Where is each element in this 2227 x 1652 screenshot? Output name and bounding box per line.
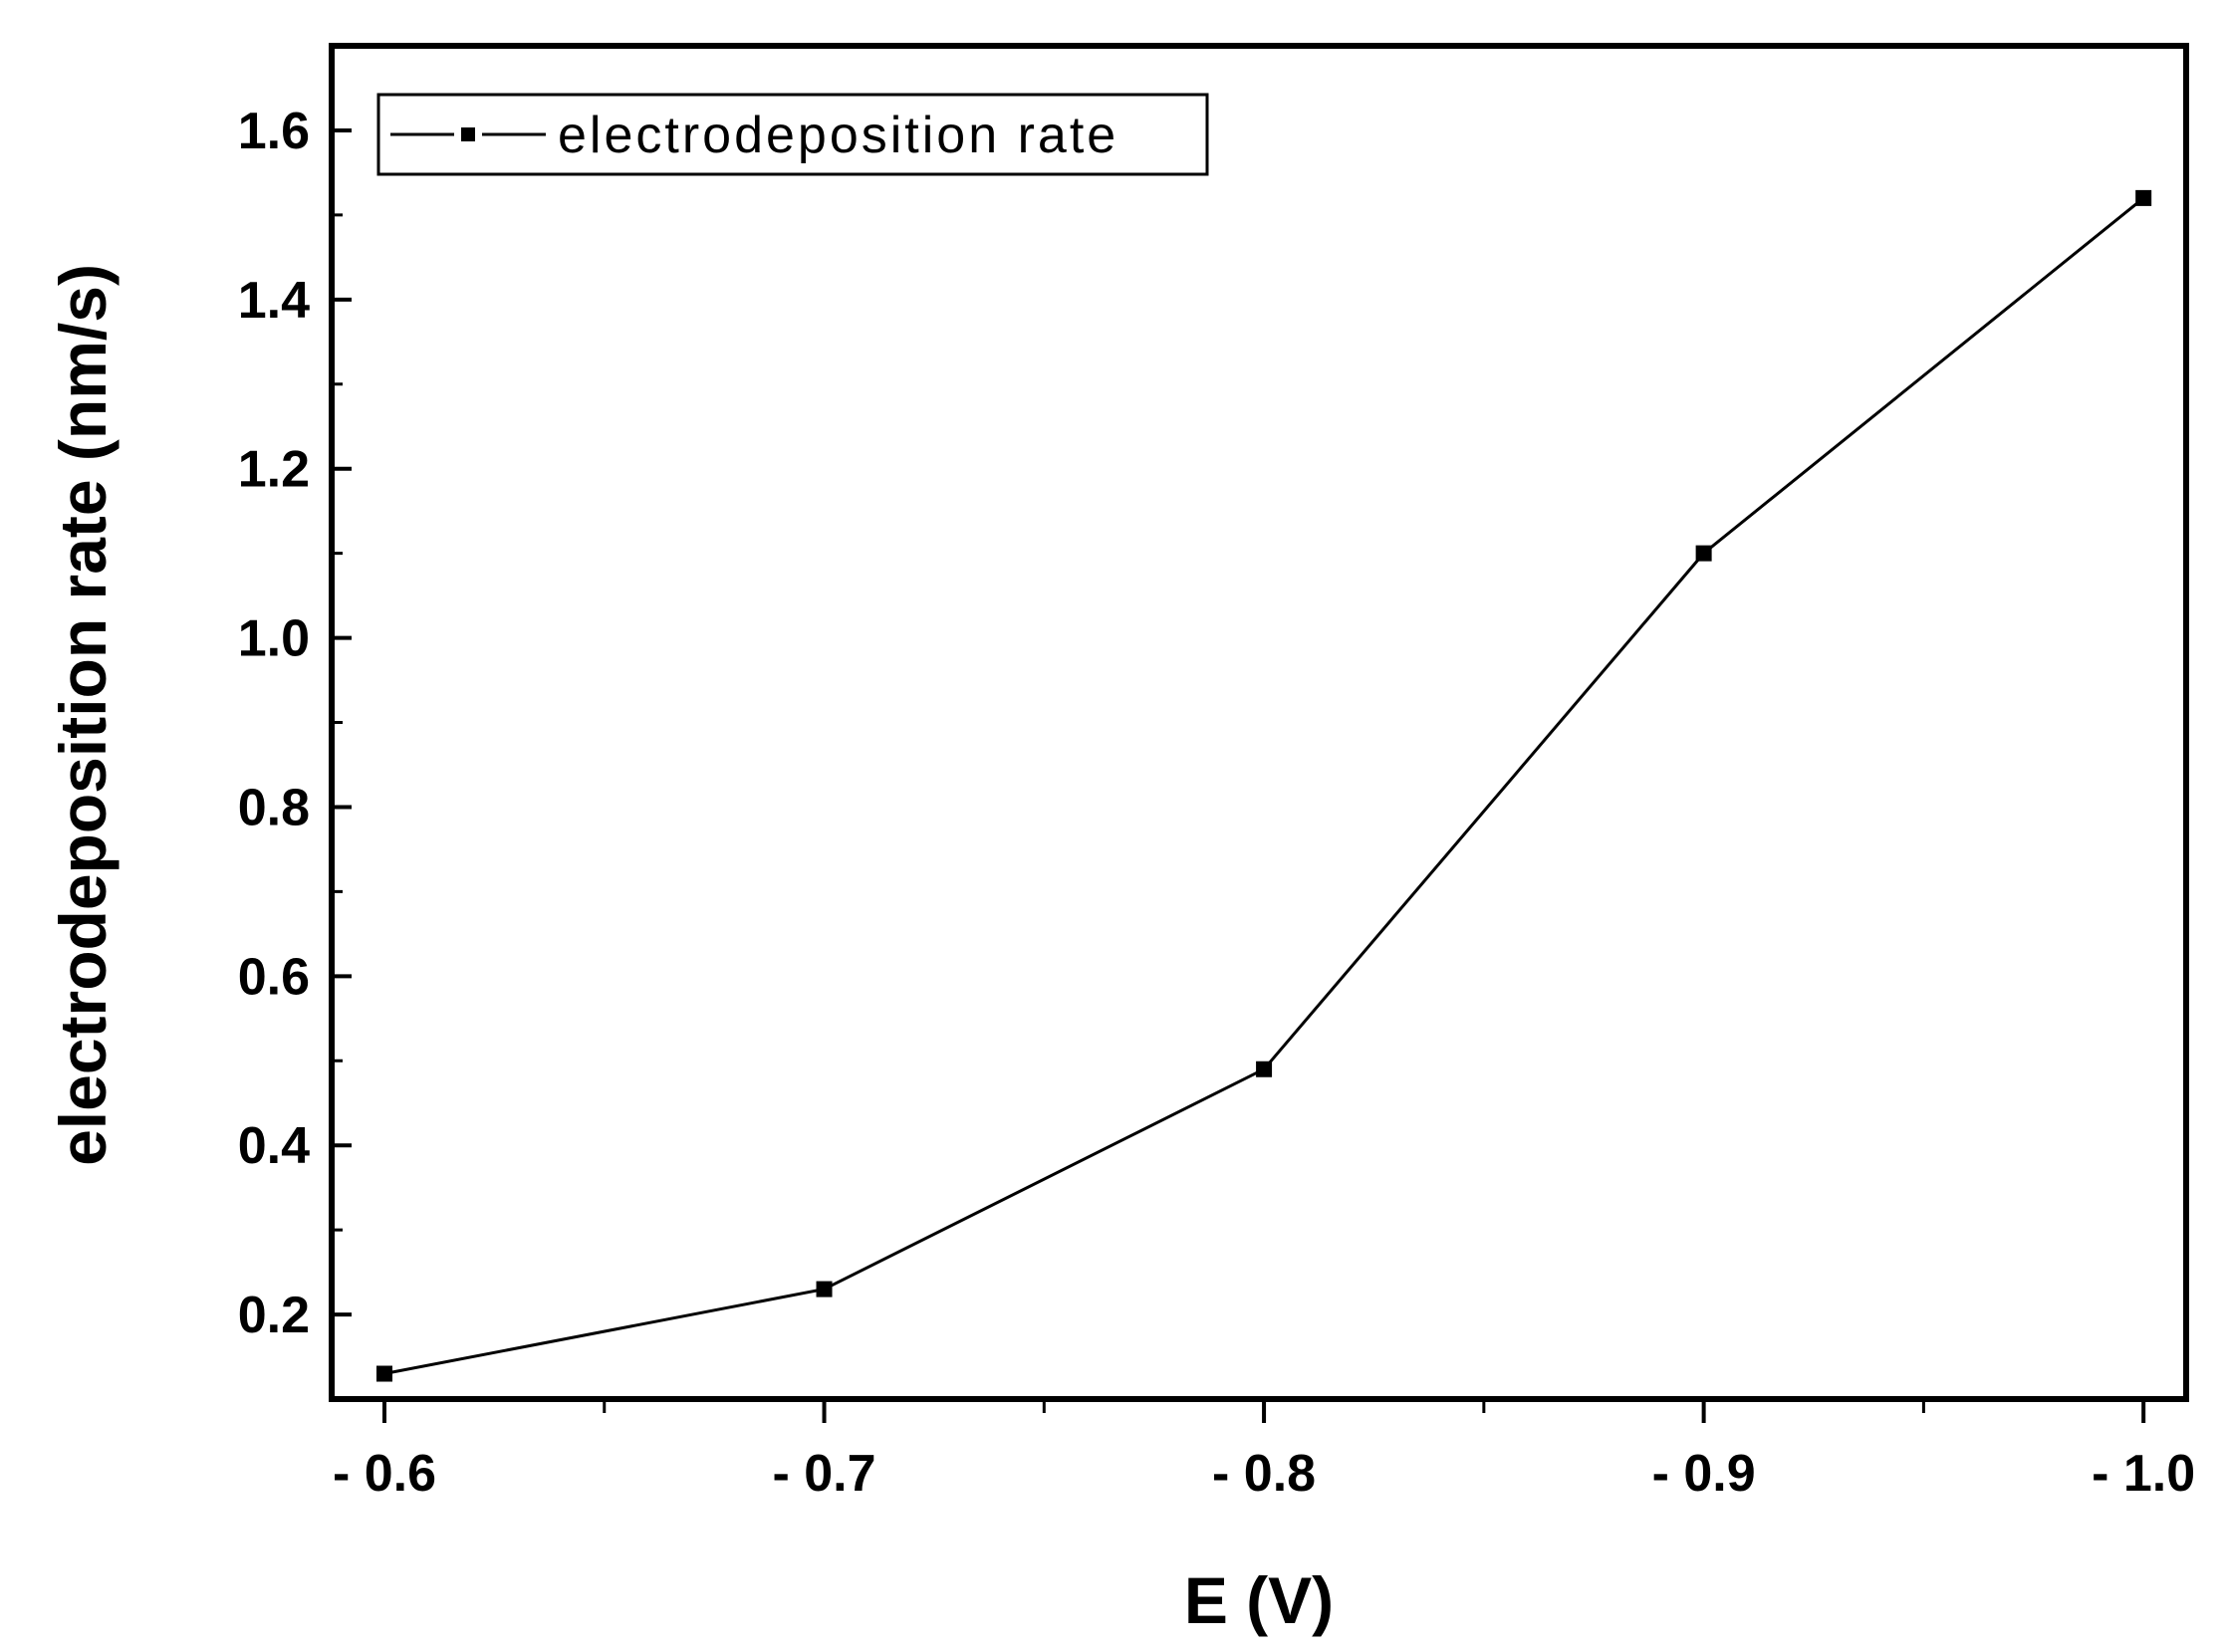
- legend-marker-square: [461, 127, 475, 141]
- x-tick-label: - 0.9: [1652, 1445, 1756, 1503]
- data-point-marker: [1256, 1061, 1273, 1077]
- y-tick-label: 0.4: [238, 1117, 310, 1175]
- x-tick-label: - 0.6: [333, 1445, 436, 1503]
- x-tick-label: - 0.8: [1212, 1445, 1316, 1503]
- y-tick-label: 0.2: [238, 1287, 310, 1344]
- x-axis-title: E (V): [1184, 1563, 1334, 1637]
- legend: electrodeposition rate: [376, 93, 1209, 176]
- series-line: [383, 196, 2145, 1375]
- plot-frame: [329, 43, 2189, 1402]
- data-point-marker: [816, 1281, 833, 1298]
- y-tick-label: 0.8: [238, 779, 310, 836]
- y-tick-label: 1.6: [238, 103, 310, 160]
- x-tick-label: - 0.7: [773, 1445, 876, 1503]
- data-point-marker: [1695, 545, 1712, 562]
- y-tick-label: 0.6: [238, 948, 310, 1006]
- y-tick-label: 1.4: [238, 272, 310, 330]
- y-axis-title: electrodeposition rate (nm/s): [46, 264, 120, 1166]
- series-layer: [375, 189, 2152, 1382]
- y-tick-label: 1.0: [238, 610, 310, 668]
- y-tick-label: 1.2: [238, 441, 310, 499]
- data-point-marker: [375, 1365, 392, 1382]
- x-axis-ticks: - 0.6 - 0.7 - 0.8 - 0.9 - 1.0: [333, 1399, 2195, 1503]
- y-axis-ticks: 0.2 0.4 0.6 0.8 1.0 1.2 1.4 1.6: [238, 44, 352, 1401]
- x-tick-label: - 1.0: [2092, 1445, 2195, 1503]
- data-point-marker: [2135, 189, 2152, 206]
- legend-label: electrodeposition rate: [558, 107, 1118, 164]
